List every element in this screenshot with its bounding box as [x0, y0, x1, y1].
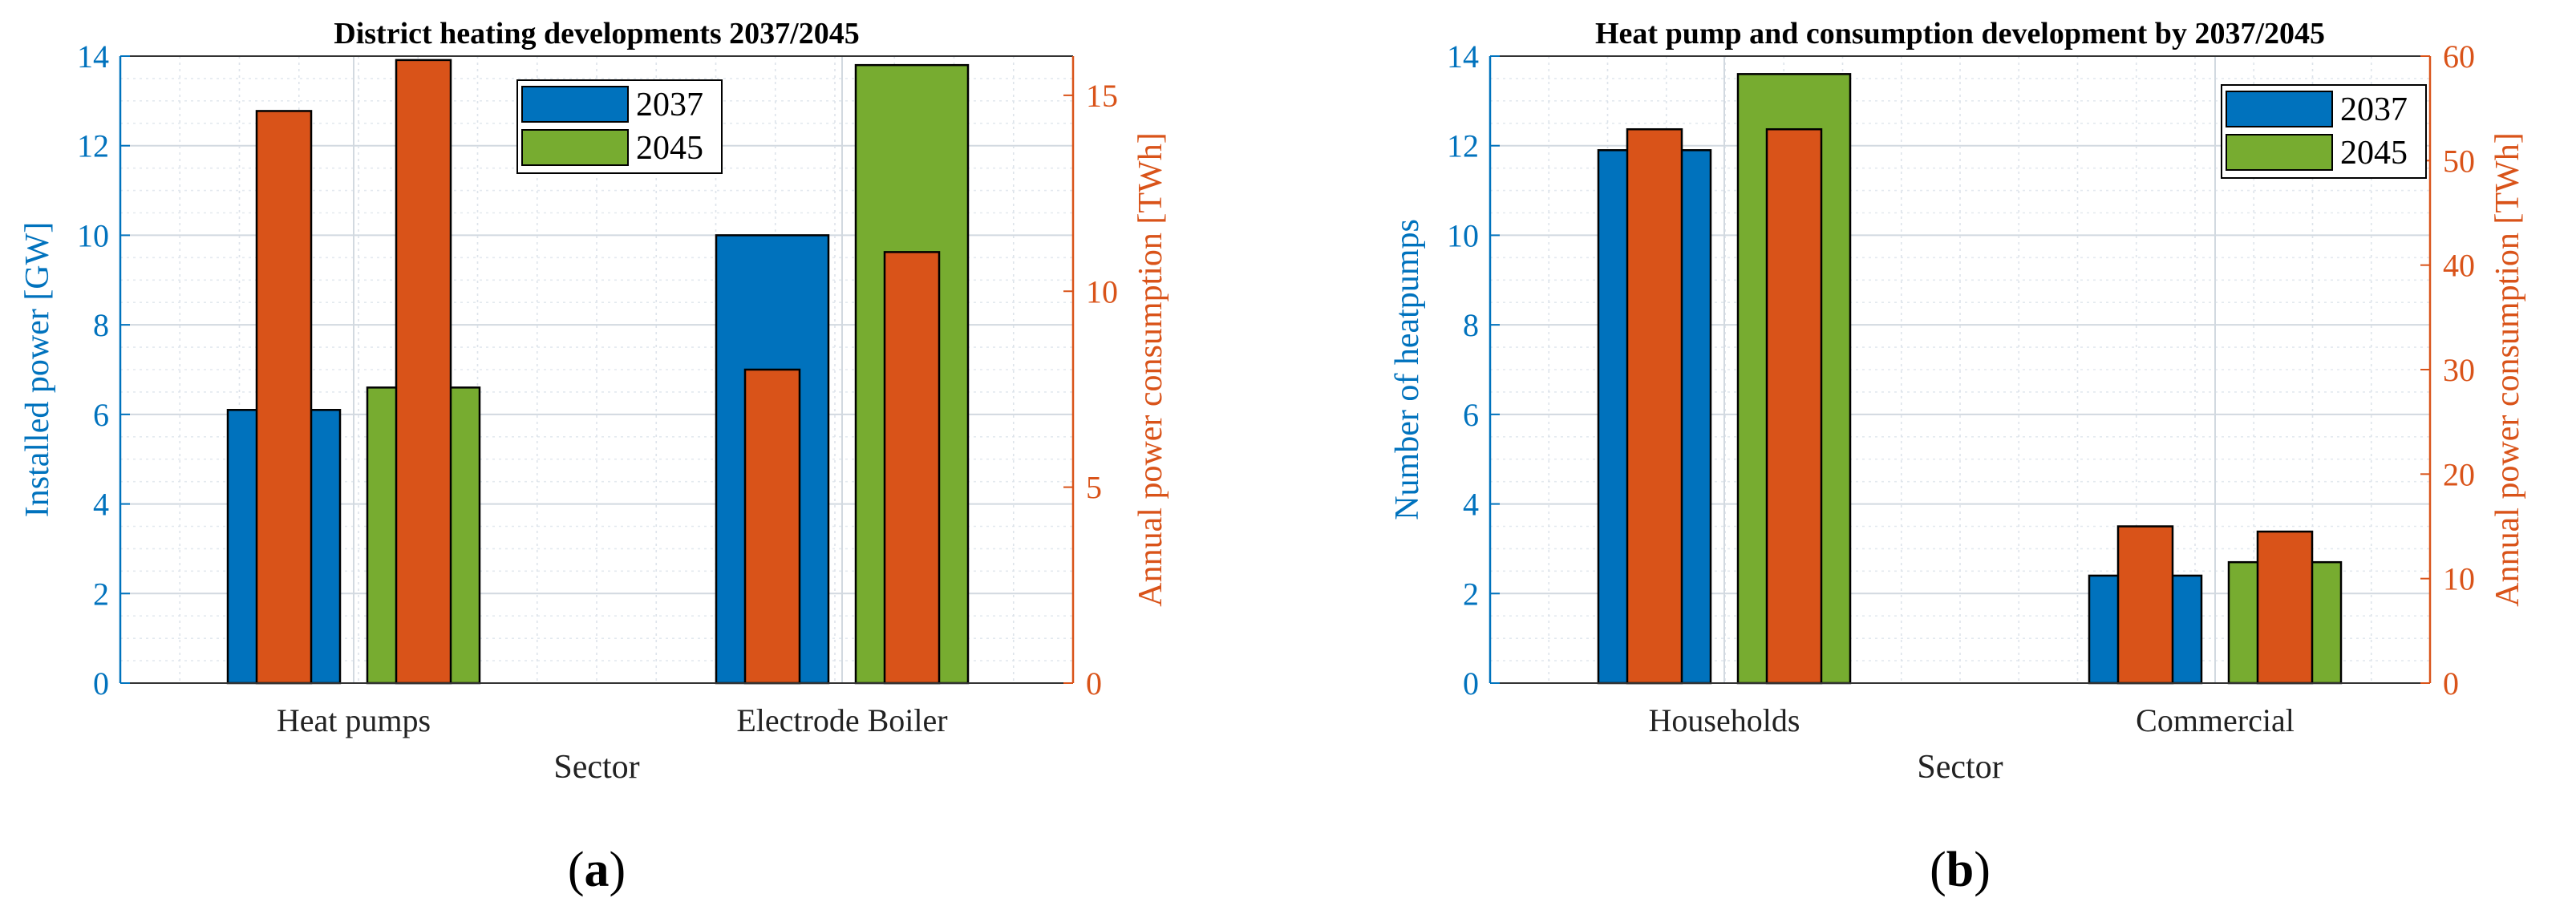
y-tick-label: 6	[1463, 397, 1479, 433]
y-tick-label: 12	[1447, 128, 1479, 164]
bars	[1597, 73, 2343, 685]
panel-label: (a)	[568, 843, 626, 897]
y2-tick-label: 40	[2443, 248, 2475, 284]
legend-swatch-2045	[521, 129, 629, 166]
legend-label-2045: 2045	[2340, 135, 2408, 172]
consumption-bar-2045-electrode-boiler	[883, 251, 941, 685]
y2-tick-label: 15	[1086, 78, 1118, 114]
panel-label: (b)	[1930, 843, 1991, 897]
legend-label-2045: 2045	[636, 130, 703, 167]
consumption-bar-2037-commercial	[2116, 525, 2174, 685]
y2-tick-label: 60	[2443, 38, 2475, 75]
y2-tick-label: 20	[2443, 456, 2475, 492]
y-tick-label: 14	[1447, 38, 1479, 75]
x-axis-label: Sector	[1917, 749, 2003, 786]
y2-tick-label: 10	[2443, 561, 2475, 597]
chart-panel-a: 0 2 4 6 8 10 12 14 0 5 10 15 Heat pumps Electrode Boi…	[19, 17, 1169, 897]
consumption-bar-2037-heat-pumps	[255, 110, 313, 685]
y-tick-label: 2	[93, 576, 109, 612]
y-tick-label: 0	[1463, 665, 1479, 702]
bars	[226, 59, 970, 685]
chart-title: District heating developments 2037/2045	[334, 17, 859, 51]
y-axis-label: Installed power [GW]	[19, 222, 56, 518]
x-tick-label: Commercial	[2136, 702, 2295, 738]
y2-tick-label: 0	[1086, 665, 1102, 702]
y-tick-label: 10	[1447, 217, 1479, 253]
y2-tick-label: 50	[2443, 143, 2475, 179]
y2-axis-label: Annual power consumption [TWh]	[2489, 132, 2526, 606]
y-axis-label: Number of heatpumps	[1389, 219, 1426, 520]
chart-title: Heat pump and consumption development by…	[1595, 17, 2325, 51]
x-tick-label: Heat pumps	[277, 702, 431, 738]
x-tick-label: Households	[1649, 702, 1800, 738]
consumption-bar-2037-electrode-boiler	[743, 368, 801, 685]
legend-label-2037: 2037	[2340, 91, 2408, 128]
legend: 2037 2045	[516, 79, 723, 174]
legend: 2037 2045	[2221, 84, 2427, 179]
axes: 0 2 4 6 8 10 12 14 0 10 20 30 40 50 60 Households Commer…	[1447, 38, 2475, 738]
y2-tick-label: 10	[1086, 273, 1118, 309]
axes: 0 2 4 6 8 10 12 14 0 5 10 15 Heat pumps Electrode Boi…	[77, 38, 1118, 738]
y-tick-label: 8	[93, 307, 109, 343]
consumption-bar-2037-households	[1626, 127, 1683, 685]
chart-panel-b: 0 2 4 6 8 10 12 14 0 10 20 30 40 50 60 Households Commer…	[1389, 17, 2526, 897]
y-tick-label: 4	[1463, 487, 1479, 523]
y2-tick-label: 30	[2443, 352, 2475, 388]
consumption-bar-2045-households	[1765, 127, 1823, 685]
y-tick-label: 2	[1463, 576, 1479, 612]
legend-label-2037: 2037	[636, 87, 703, 123]
y-tick-label: 6	[93, 397, 109, 433]
y2-tick-label: 0	[2443, 665, 2459, 702]
consumption-bar-2045-heat-pumps	[395, 59, 452, 685]
legend-swatch-2045	[2226, 134, 2333, 171]
x-axis-label: Sector	[553, 749, 639, 786]
y-tick-label: 8	[1463, 307, 1479, 343]
legend-swatch-2037	[521, 86, 629, 123]
y-tick-label: 10	[77, 217, 109, 253]
x-tick-label: Electrode Boiler	[736, 702, 947, 738]
y2-tick-label: 5	[1086, 470, 1102, 506]
y-tick-label: 12	[77, 128, 109, 164]
y-tick-label: 4	[93, 487, 109, 523]
consumption-bar-2045-commercial	[2256, 530, 2314, 685]
y2-axis-label: Annual power consumption [TWh]	[1132, 132, 1169, 606]
y-tick-label: 14	[77, 38, 109, 75]
y-tick-label: 0	[93, 665, 109, 702]
legend-swatch-2037	[2226, 91, 2333, 127]
